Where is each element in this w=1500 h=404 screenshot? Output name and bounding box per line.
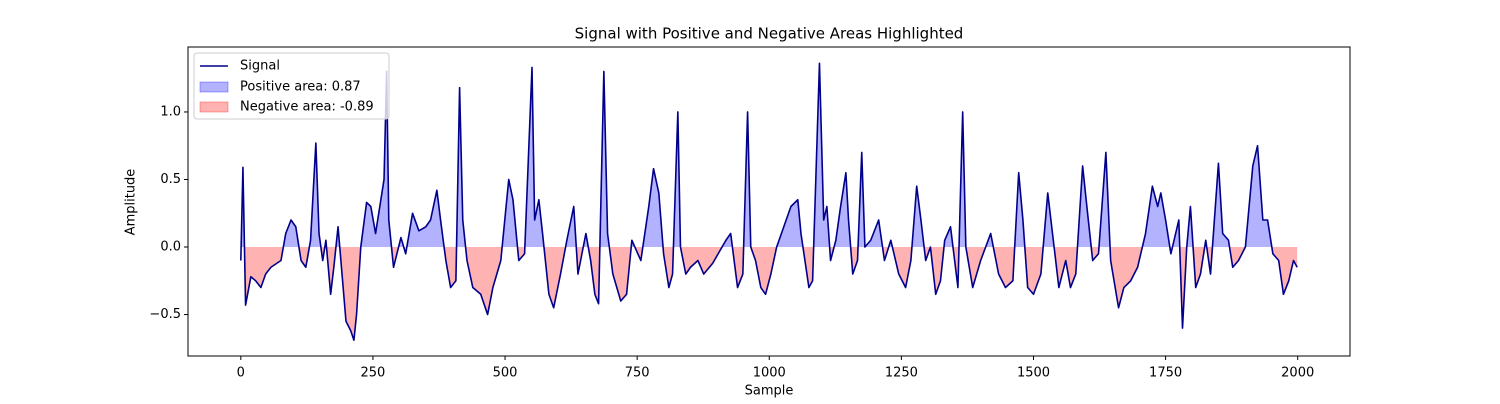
x-tick-label: 250: [361, 366, 386, 381]
x-tick-label: 0: [237, 366, 245, 381]
x-tick-label: 1000: [753, 366, 786, 381]
area-negative: [240, 247, 1298, 341]
signal-line: [240, 62, 1298, 341]
legend-swatch: [199, 101, 229, 113]
y-tick-label: 0.5: [160, 172, 181, 187]
legend-label: Signal: [240, 59, 280, 74]
y-tick-label: 1.0: [160, 104, 181, 119]
legend-box: [193, 52, 390, 120]
legend-label: Positive area: 0.87: [240, 80, 361, 95]
x-axis-label: Sample: [745, 384, 794, 399]
chart-title: Signal with Positive and Negative Areas …: [575, 25, 964, 43]
x-tick-label: 1750: [1149, 366, 1182, 381]
x-tick-label: 750: [625, 366, 650, 381]
axes-frame: [187, 46, 1351, 357]
x-tick-label: 1250: [885, 366, 918, 381]
x-tick-label: 1500: [1017, 366, 1050, 381]
x-tick-label: 500: [493, 366, 518, 381]
legend-swatch: [199, 81, 229, 93]
y-tick-label: −0.5: [149, 307, 181, 322]
y-axis-label: Amplitude: [124, 169, 139, 236]
y-tick-label: 0.0: [160, 240, 181, 255]
plot-area: 0 250 500 750 1000 1250 1500 1750 2000 −0.5 0.0 0.5…: [149, 46, 1351, 381]
legend-label: Negative area: -0.89: [240, 100, 374, 115]
x-tick-label: 2000: [1281, 366, 1314, 381]
